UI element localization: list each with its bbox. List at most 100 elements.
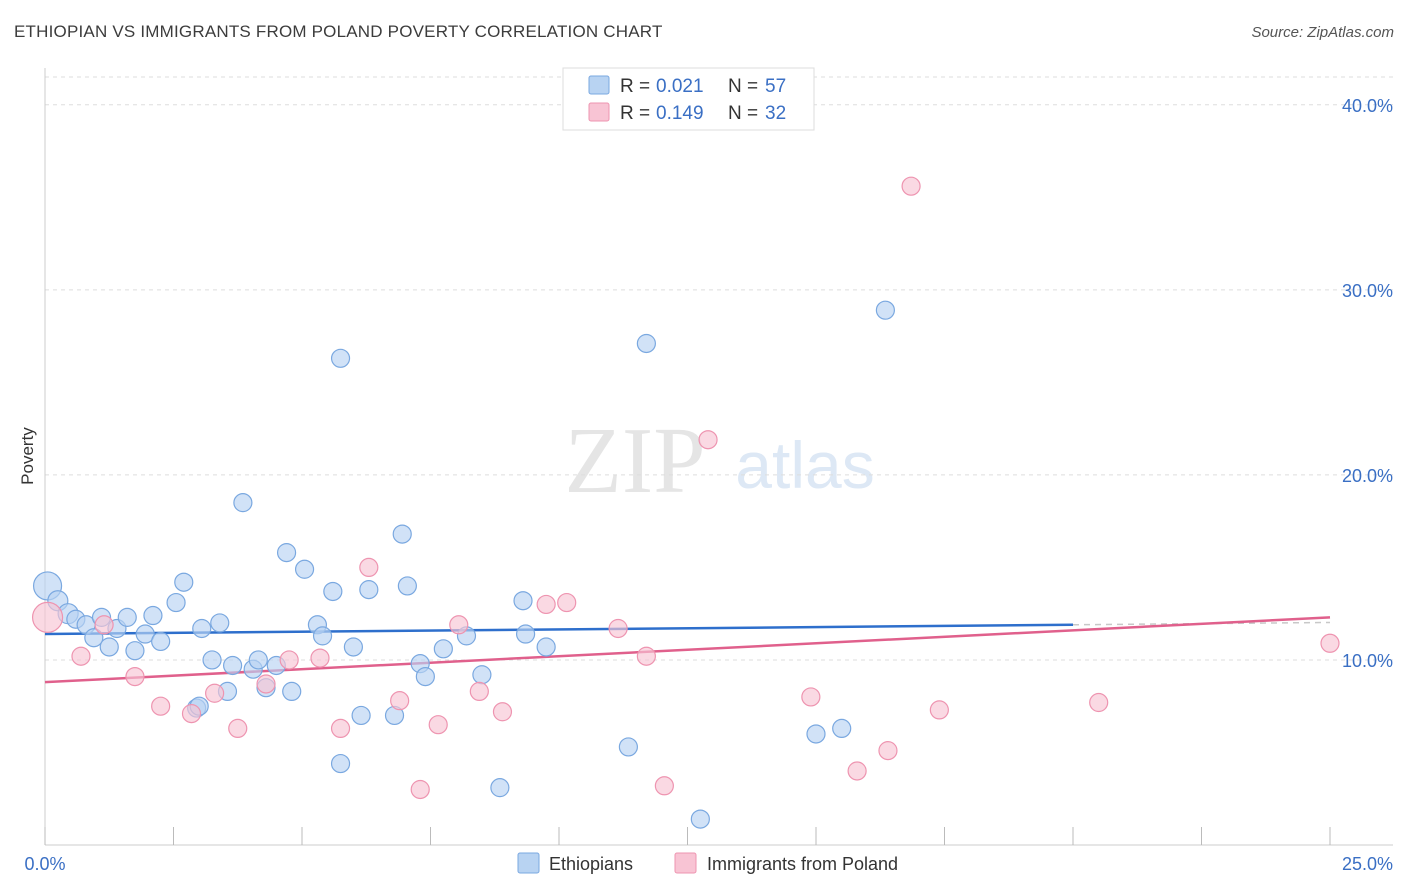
legend-n-value: 57 xyxy=(765,76,786,97)
ethiopians-point xyxy=(151,631,171,652)
ethiopians-point xyxy=(415,666,435,687)
ethiopians-point xyxy=(392,524,412,544)
legend-r-label: R = xyxy=(620,103,650,124)
ethiopians-point xyxy=(125,641,145,661)
ethiopians-point xyxy=(294,559,315,579)
poland-point xyxy=(929,700,949,720)
ethiopians-point xyxy=(248,650,268,670)
poland-point xyxy=(125,666,145,687)
poland-point xyxy=(390,691,410,711)
poland-point xyxy=(151,696,171,716)
poland-point xyxy=(608,618,628,639)
legend-bottom: Ethiopians Immigrants from Poland xyxy=(517,852,898,874)
bottom-legend-ethiopians: Ethiopians xyxy=(549,854,633,874)
x-tick-label: 25.0% xyxy=(1342,854,1393,874)
poland-point xyxy=(636,646,656,666)
poland-point xyxy=(330,718,351,739)
ethiopians-point xyxy=(472,665,492,685)
poland-point xyxy=(310,648,330,668)
ethiopians-point xyxy=(832,718,852,739)
ethiopians-point xyxy=(343,637,363,657)
chart-title: ETHIOPIAN VS IMMIGRANTS FROM POLAND POVE… xyxy=(14,22,663,41)
watermark-zip: ZIP xyxy=(565,409,706,513)
legend-swatch-ethiopians xyxy=(588,75,610,95)
legend-r-value: 0.149 xyxy=(656,103,704,124)
legend-n-label: N = xyxy=(728,103,758,124)
poland-point xyxy=(557,592,577,613)
ethiopians-point xyxy=(806,724,826,744)
poland-point xyxy=(492,702,513,722)
poland-point xyxy=(449,615,469,635)
legend-top: R = 0.021 N = 57 R = 0.149 N = 32 xyxy=(562,67,815,131)
legend-r-value: 0.021 xyxy=(656,76,704,97)
ethiopians-point xyxy=(210,613,230,633)
grid-lines xyxy=(45,76,1393,661)
ethiopians-point xyxy=(223,655,243,676)
ethiopians-point xyxy=(166,592,186,613)
ethiopians-point xyxy=(330,753,351,774)
bottom-legend-poland: Immigrants from Poland xyxy=(707,854,898,874)
ethiopians-trend-line xyxy=(44,623,1074,636)
ethiopians-point xyxy=(233,493,253,513)
poland-point xyxy=(279,650,299,670)
ethiopians-point xyxy=(312,626,333,646)
ethiopians-point xyxy=(192,618,212,639)
ethiopians-point xyxy=(84,628,104,648)
ethiopians-point xyxy=(359,580,379,600)
poland-point xyxy=(1089,692,1109,713)
ethiopians-point xyxy=(513,591,533,611)
tick-labels: 10.0% 20.0% 30.0% 40.0% 0.0% 25.0% xyxy=(24,96,1393,874)
legend-n-label: N = xyxy=(728,76,758,97)
ethiopians-point xyxy=(202,650,222,670)
x-tick-label: 0.0% xyxy=(24,854,65,874)
data-points xyxy=(31,176,1340,829)
y-axis-title: Poverty xyxy=(18,427,37,485)
watermark-atlas: atlas xyxy=(735,428,874,502)
ethiopians-point xyxy=(330,348,351,368)
source-credit: Source: ZipAtlas.com xyxy=(1251,24,1394,41)
ethiopians-point xyxy=(536,637,556,657)
ethiopians-point xyxy=(276,543,297,563)
poland-point xyxy=(359,557,379,578)
poland-point xyxy=(654,776,674,796)
legend-n-value: 32 xyxy=(765,103,786,124)
poland-point xyxy=(878,741,898,761)
ethiopians-point xyxy=(433,639,453,659)
ethiopians-point xyxy=(636,333,656,354)
poland-point xyxy=(94,615,114,635)
poland-point xyxy=(31,601,64,633)
poland-point xyxy=(228,718,248,739)
bottom-legend-swatch-ethiopians xyxy=(517,852,540,874)
y-tick-label: 20.0% xyxy=(1342,466,1393,486)
ethiopians-trend-extension xyxy=(1072,621,1331,626)
ethiopians-point xyxy=(135,624,155,644)
ethiopians-point xyxy=(174,572,194,592)
poland-point xyxy=(536,594,556,615)
poland-point xyxy=(205,683,225,703)
poland-point xyxy=(428,715,448,735)
poland-point xyxy=(801,687,821,707)
poland-point xyxy=(901,176,921,196)
poland-point xyxy=(1320,633,1340,653)
poland-point xyxy=(71,646,91,666)
poland-point xyxy=(698,430,718,450)
ethiopians-point xyxy=(618,737,638,757)
poland-point xyxy=(181,704,202,724)
ethiopians-point xyxy=(690,809,710,829)
poland-point xyxy=(256,674,276,694)
ethiopians-point xyxy=(143,605,163,626)
y-tick-label: 10.0% xyxy=(1342,651,1393,671)
ethiopians-point xyxy=(875,300,895,320)
poland-point xyxy=(410,779,430,800)
y-tick-label: 40.0% xyxy=(1342,96,1393,116)
ethiopians-point xyxy=(99,637,119,657)
legend-r-label: R = xyxy=(620,76,650,97)
ethiopians-point xyxy=(323,581,343,602)
bottom-legend-swatch-poland xyxy=(674,852,697,874)
ethiopians-point xyxy=(490,778,510,798)
ethiopians-point xyxy=(515,624,536,644)
y-tick-label: 30.0% xyxy=(1342,281,1393,301)
ethiopians-point xyxy=(351,705,371,726)
axes xyxy=(44,68,1393,846)
